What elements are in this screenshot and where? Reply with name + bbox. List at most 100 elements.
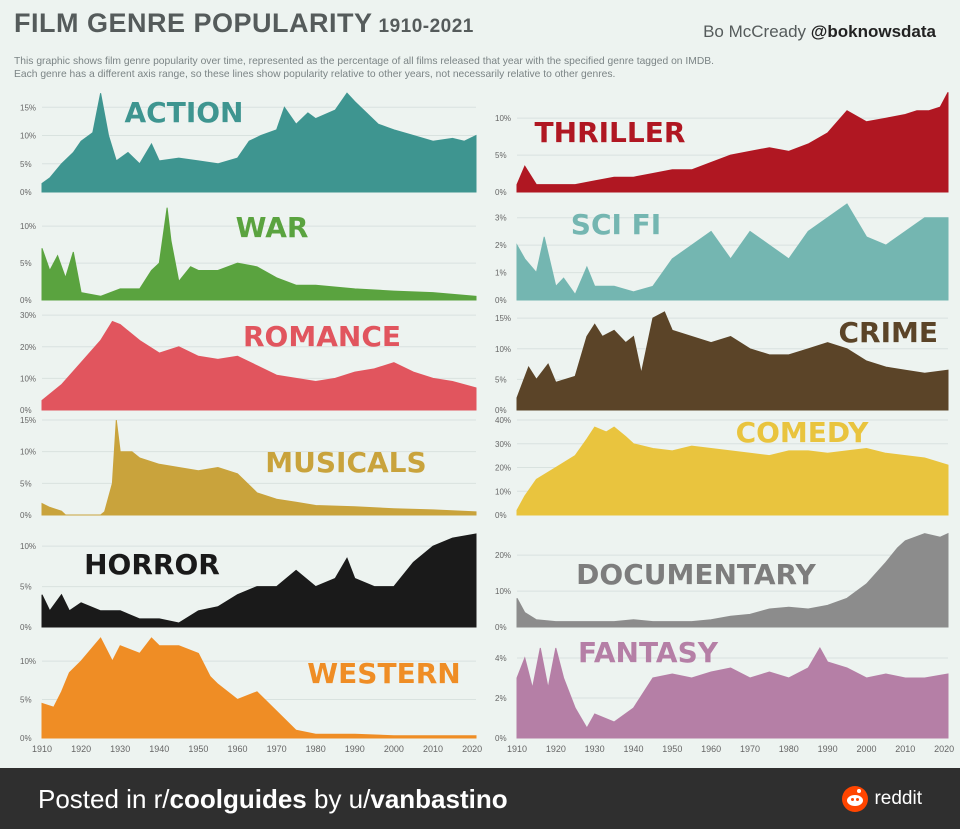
musicals-label: MUSICALS	[265, 446, 426, 479]
reddit-logo[interactable]: reddit	[842, 786, 922, 812]
comedy-y-tick: 30%	[495, 440, 511, 449]
musicals-area	[41, 419, 477, 516]
subtitle-line-1: This graphic shows film genre popularity…	[14, 56, 714, 67]
thriller-label: THRILLER	[535, 116, 686, 149]
documentary-y-tick: 0%	[495, 623, 507, 632]
romance-area	[41, 320, 477, 411]
musicals-y-tick: 10%	[20, 448, 36, 457]
x-tick-2000: 2000	[384, 744, 404, 754]
user-link[interactable]: vanbastino	[370, 784, 508, 814]
documentary-y-tick: 20%	[495, 551, 511, 560]
by-text: by u/	[306, 784, 371, 814]
romance-y-tick: 30%	[20, 311, 36, 320]
crime-y-tick: 15%	[495, 314, 511, 323]
war-y-tick: 0%	[20, 296, 32, 305]
comedy-label: COMEDY	[736, 416, 870, 449]
comedy-y-tick: 40%	[495, 416, 511, 425]
thriller-y-tick: 0%	[495, 188, 507, 197]
horror-area	[41, 533, 477, 628]
western-area	[41, 637, 477, 739]
war-area	[41, 207, 477, 301]
x-tick-1940: 1940	[623, 744, 643, 754]
x-tick-1970: 1970	[267, 744, 287, 754]
x-tick-1930: 1930	[585, 744, 605, 754]
x-tick-1950: 1950	[188, 744, 208, 754]
musicals-y-tick: 15%	[20, 416, 36, 425]
documentary-label: DOCUMENTARY	[576, 558, 816, 591]
sci-fi-y-tick: 0%	[495, 296, 507, 305]
reddit-alien-icon	[842, 786, 869, 812]
musicals-y-tick: 5%	[20, 479, 32, 488]
subreddit-link[interactable]: coolguides	[169, 784, 307, 814]
x-tick-1960: 1960	[227, 744, 247, 754]
comedy-y-tick: 10%	[495, 487, 511, 496]
thriller-area	[516, 92, 949, 193]
x-tick-1930: 1930	[110, 744, 130, 754]
x-tick-2010: 2010	[423, 744, 443, 754]
x-tick-1970: 1970	[740, 744, 760, 754]
fantasy-label: FANTASY	[578, 636, 719, 669]
genre-charts: 0% 5% 10% 15% ACTION 0% 5% 10% THRILLER 0% 5% 10% WA…	[20, 92, 954, 754]
x-tick-1920: 1920	[546, 744, 566, 754]
x-tick-2020: 2020	[934, 744, 954, 754]
romance-y-tick: 10%	[20, 374, 36, 383]
reddit-footer: Posted in r/coolguides by u/vanbastino r…	[0, 768, 960, 829]
crime-area	[516, 311, 949, 411]
western-y-tick: 10%	[20, 657, 36, 666]
romance-label: ROMANCE	[243, 320, 401, 353]
author-credit: Bo McCready @boknowsdata	[703, 22, 936, 42]
thriller-y-tick: 5%	[495, 151, 507, 160]
comedy-area	[516, 426, 949, 516]
fantasy-y-tick: 2%	[495, 694, 507, 703]
documentary-y-tick: 10%	[495, 587, 511, 596]
reddit-wordmark: reddit	[874, 788, 922, 809]
fantasy-y-tick: 0%	[495, 734, 507, 743]
page-title: FILM GENRE POPULARITY 1910-2021	[14, 8, 474, 39]
crime-y-tick: 0%	[495, 406, 507, 415]
western-y-tick: 5%	[20, 696, 32, 705]
sci-fi-y-tick: 3%	[495, 214, 507, 223]
x-tick-2010: 2010	[895, 744, 915, 754]
war-y-tick: 10%	[20, 222, 36, 231]
fantasy-area	[516, 646, 949, 739]
title-text: FILM GENRE POPULARITY	[14, 8, 373, 38]
x-tick-1910: 1910	[507, 744, 527, 754]
horror-y-tick: 0%	[20, 623, 32, 632]
sci-fi-y-tick: 2%	[495, 241, 507, 250]
subtitle: This graphic shows film genre popularity…	[14, 55, 914, 81]
sci-fi-label: SCI FI	[571, 208, 661, 241]
war-label: WAR	[236, 211, 309, 244]
action-y-tick: 15%	[20, 103, 36, 112]
x-tick-2020: 2020	[462, 744, 482, 754]
comedy-y-tick: 0%	[495, 511, 507, 520]
action-area	[41, 92, 477, 193]
romance-y-tick: 20%	[20, 343, 36, 352]
x-tick-1940: 1940	[149, 744, 169, 754]
fantasy-y-tick: 4%	[495, 654, 507, 663]
war-y-tick: 5%	[20, 259, 32, 268]
x-tick-1990: 1990	[345, 744, 365, 754]
x-tick-1910: 1910	[32, 744, 52, 754]
author-handle: @boknowsdata	[810, 22, 936, 41]
romance-y-tick: 0%	[20, 406, 32, 415]
horror-y-tick: 10%	[20, 542, 36, 551]
post-attribution: Posted in r/coolguides by u/vanbastino	[38, 784, 508, 815]
subtitle-line-2: Each genre has a different axis range, s…	[14, 69, 616, 80]
crime-label: CRIME	[838, 316, 938, 349]
x-tick-2000: 2000	[856, 744, 876, 754]
x-tick-1980: 1980	[306, 744, 326, 754]
horror-label: HORROR	[84, 548, 220, 581]
action-label: ACTION	[125, 96, 244, 129]
x-tick-1920: 1920	[71, 744, 91, 754]
action-y-tick: 0%	[20, 188, 32, 197]
x-tick-1980: 1980	[779, 744, 799, 754]
comedy-y-tick: 20%	[495, 464, 511, 473]
x-tick-1950: 1950	[662, 744, 682, 754]
thriller-y-tick: 10%	[495, 114, 511, 123]
sci-fi-area	[516, 203, 949, 301]
x-tick-1960: 1960	[701, 744, 721, 754]
posted-in-text: Posted in r/	[38, 784, 170, 814]
crime-y-tick: 10%	[495, 345, 511, 354]
sci-fi-y-tick: 1%	[495, 269, 507, 278]
action-y-tick: 10%	[20, 132, 36, 141]
